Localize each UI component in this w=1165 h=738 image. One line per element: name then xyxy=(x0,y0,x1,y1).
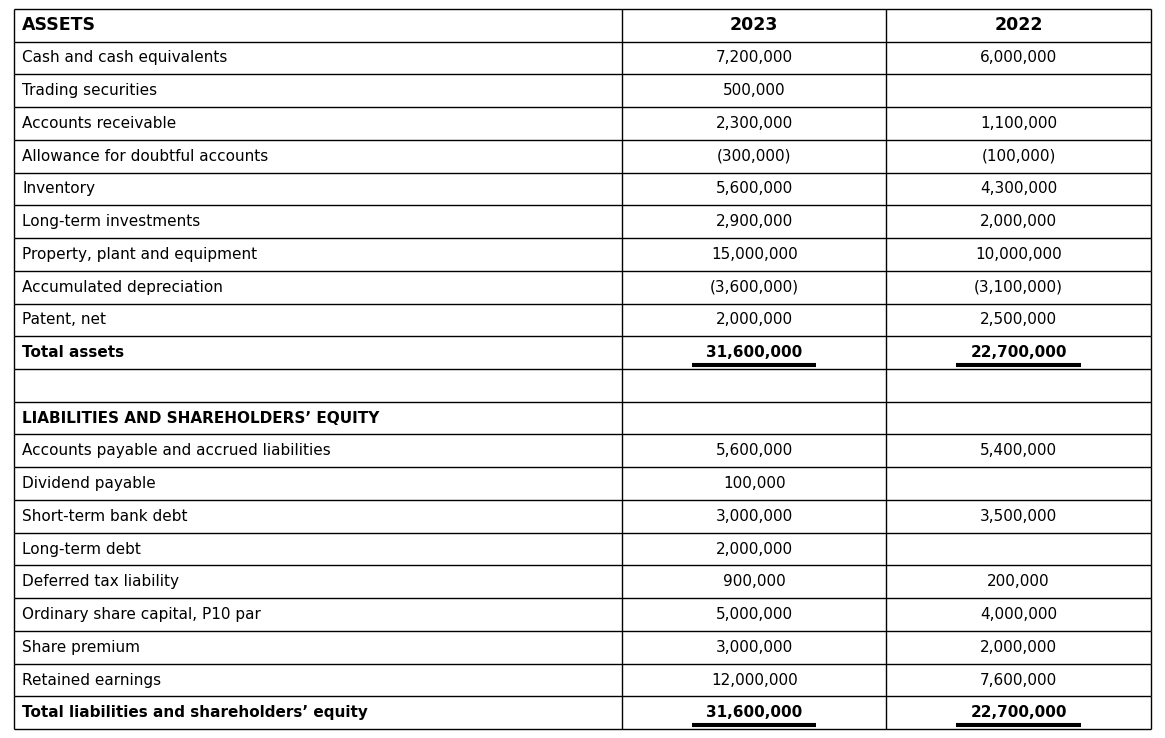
Text: Inventory: Inventory xyxy=(22,182,96,196)
Text: 500,000: 500,000 xyxy=(722,83,785,98)
Text: 7,600,000: 7,600,000 xyxy=(980,672,1057,688)
Text: 2,000,000: 2,000,000 xyxy=(715,542,792,556)
Text: 4,300,000: 4,300,000 xyxy=(980,182,1057,196)
Text: 10,000,000: 10,000,000 xyxy=(975,247,1062,262)
Text: Ordinary share capital, P10 par: Ordinary share capital, P10 par xyxy=(22,607,261,622)
Text: 5,600,000: 5,600,000 xyxy=(715,444,793,458)
Text: 2,000,000: 2,000,000 xyxy=(980,640,1057,655)
Text: Trading securities: Trading securities xyxy=(22,83,157,98)
Text: Long-term debt: Long-term debt xyxy=(22,542,141,556)
Text: 3,000,000: 3,000,000 xyxy=(715,640,793,655)
Text: Property, plant and equipment: Property, plant and equipment xyxy=(22,247,257,262)
Text: 2,000,000: 2,000,000 xyxy=(715,312,792,328)
Text: 2022: 2022 xyxy=(994,16,1043,34)
Text: 22,700,000: 22,700,000 xyxy=(970,706,1067,720)
Text: Patent, net: Patent, net xyxy=(22,312,106,328)
Text: 2,300,000: 2,300,000 xyxy=(715,116,793,131)
Text: 12,000,000: 12,000,000 xyxy=(711,672,798,688)
Text: LIABILITIES AND SHAREHOLDERS’ EQUITY: LIABILITIES AND SHAREHOLDERS’ EQUITY xyxy=(22,410,380,426)
Text: (3,600,000): (3,600,000) xyxy=(709,280,799,294)
Text: 2,900,000: 2,900,000 xyxy=(715,214,793,230)
Text: 6,000,000: 6,000,000 xyxy=(980,50,1057,66)
Text: 200,000: 200,000 xyxy=(987,574,1050,590)
Text: Retained earnings: Retained earnings xyxy=(22,672,161,688)
Text: Total liabilities and shareholders’ equity: Total liabilities and shareholders’ equi… xyxy=(22,706,368,720)
Text: 4,000,000: 4,000,000 xyxy=(980,607,1057,622)
Text: 2,500,000: 2,500,000 xyxy=(980,312,1057,328)
Text: Cash and cash equivalents: Cash and cash equivalents xyxy=(22,50,227,66)
Text: Deferred tax liability: Deferred tax liability xyxy=(22,574,179,590)
Text: 5,000,000: 5,000,000 xyxy=(715,607,792,622)
Text: (3,100,000): (3,100,000) xyxy=(974,280,1062,294)
Text: 2023: 2023 xyxy=(730,16,778,34)
Text: (300,000): (300,000) xyxy=(716,148,791,164)
Text: Accounts payable and accrued liabilities: Accounts payable and accrued liabilities xyxy=(22,444,331,458)
Text: 5,400,000: 5,400,000 xyxy=(980,444,1057,458)
Text: Long-term investments: Long-term investments xyxy=(22,214,200,230)
Text: Allowance for doubtful accounts: Allowance for doubtful accounts xyxy=(22,148,268,164)
Text: Accounts receivable: Accounts receivable xyxy=(22,116,176,131)
Text: 3,500,000: 3,500,000 xyxy=(980,508,1057,524)
Text: 7,200,000: 7,200,000 xyxy=(715,50,792,66)
Text: 15,000,000: 15,000,000 xyxy=(711,247,798,262)
Text: 5,600,000: 5,600,000 xyxy=(715,182,793,196)
Text: 100,000: 100,000 xyxy=(722,476,785,491)
Text: 3,000,000: 3,000,000 xyxy=(715,508,793,524)
Text: Short-term bank debt: Short-term bank debt xyxy=(22,508,188,524)
Text: Dividend payable: Dividend payable xyxy=(22,476,156,491)
Text: 31,600,000: 31,600,000 xyxy=(706,345,803,360)
Text: 900,000: 900,000 xyxy=(722,574,785,590)
Text: ASSETS: ASSETS xyxy=(22,16,97,34)
Text: 22,700,000: 22,700,000 xyxy=(970,345,1067,360)
Text: Total assets: Total assets xyxy=(22,345,125,360)
Text: 31,600,000: 31,600,000 xyxy=(706,706,803,720)
Text: (100,000): (100,000) xyxy=(981,148,1055,164)
Text: 2,000,000: 2,000,000 xyxy=(980,214,1057,230)
Text: Share premium: Share premium xyxy=(22,640,140,655)
Text: Accumulated depreciation: Accumulated depreciation xyxy=(22,280,223,294)
Text: 1,100,000: 1,100,000 xyxy=(980,116,1057,131)
